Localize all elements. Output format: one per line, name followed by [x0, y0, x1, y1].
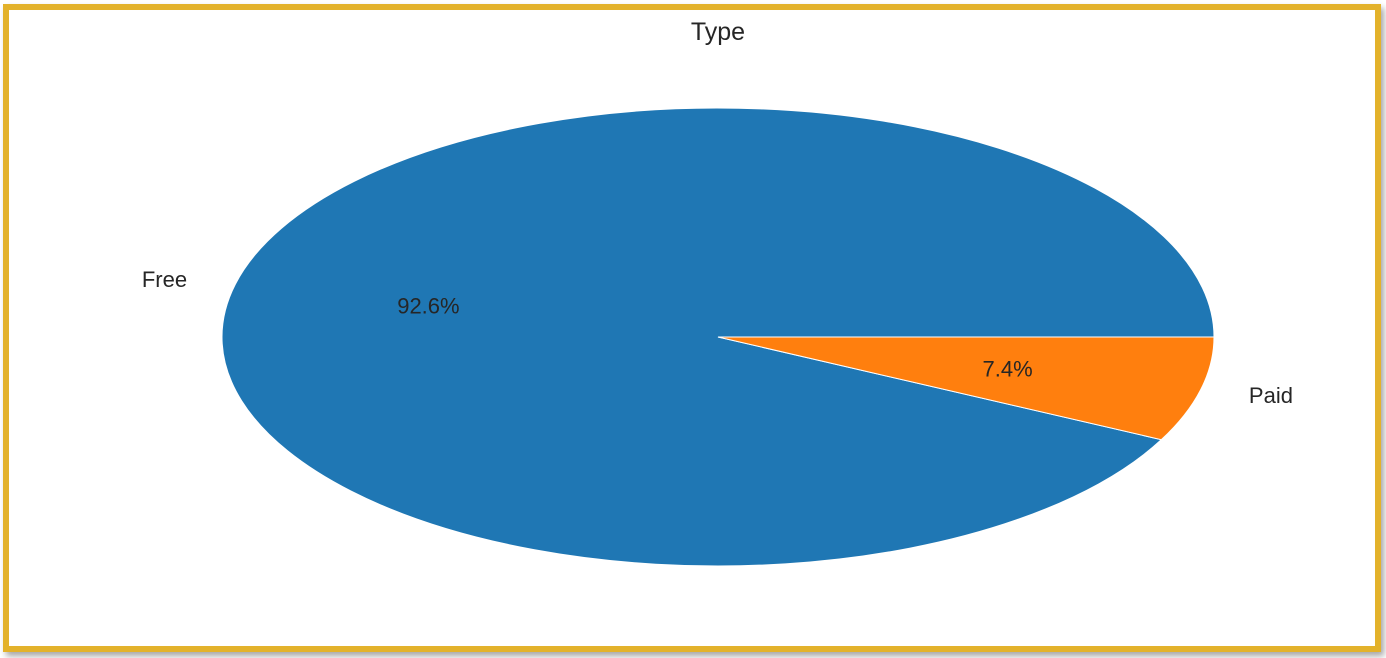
slice-percent-free: 92.6% — [397, 293, 459, 318]
slice-percent-paid: 7.4% — [983, 357, 1033, 382]
slice-label-free: Free — [142, 267, 187, 292]
pie-slice-paid — [717, 336, 1215, 441]
chart-title: Type — [691, 18, 745, 46]
pie-slices — [221, 107, 1215, 567]
slice-label-paid: Paid — [1249, 383, 1293, 408]
pie-labels: Free 92.6% Paid 7.4% — [142, 267, 1293, 408]
